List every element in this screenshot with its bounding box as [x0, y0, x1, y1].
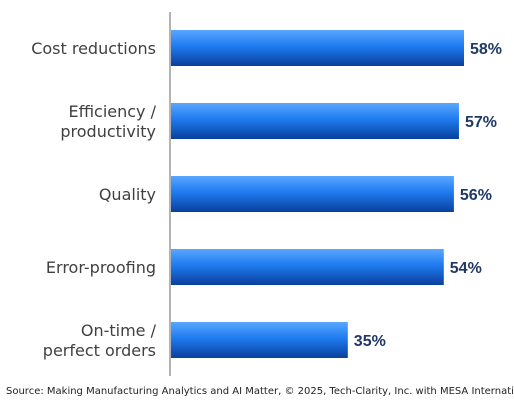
value-label-2: 57% [465, 114, 497, 131]
value-label-3: 56% [460, 187, 492, 204]
bars-group: 58% Cost reductions 57% Efficiency / product… [31, 30, 502, 360]
bar-3 [171, 176, 454, 212]
category-label-5: On-time / perfect orders [43, 321, 157, 360]
category-label-4: Error-proofing [46, 258, 156, 277]
bar-1 [171, 30, 464, 66]
source-note: Source: Making Manufacturing Analytics a… [6, 386, 514, 397]
value-label-1: 58% [470, 41, 502, 58]
value-label-5: 35% [354, 333, 386, 350]
category-label-1: Cost reductions [31, 39, 156, 58]
bar-2 [171, 103, 459, 139]
bar-5 [171, 322, 348, 358]
category-label-2: Efficiency / productivity [60, 102, 156, 141]
category-label-3: Quality [99, 185, 156, 204]
value-label-4: 54% [450, 260, 482, 277]
bar-4 [171, 249, 444, 285]
